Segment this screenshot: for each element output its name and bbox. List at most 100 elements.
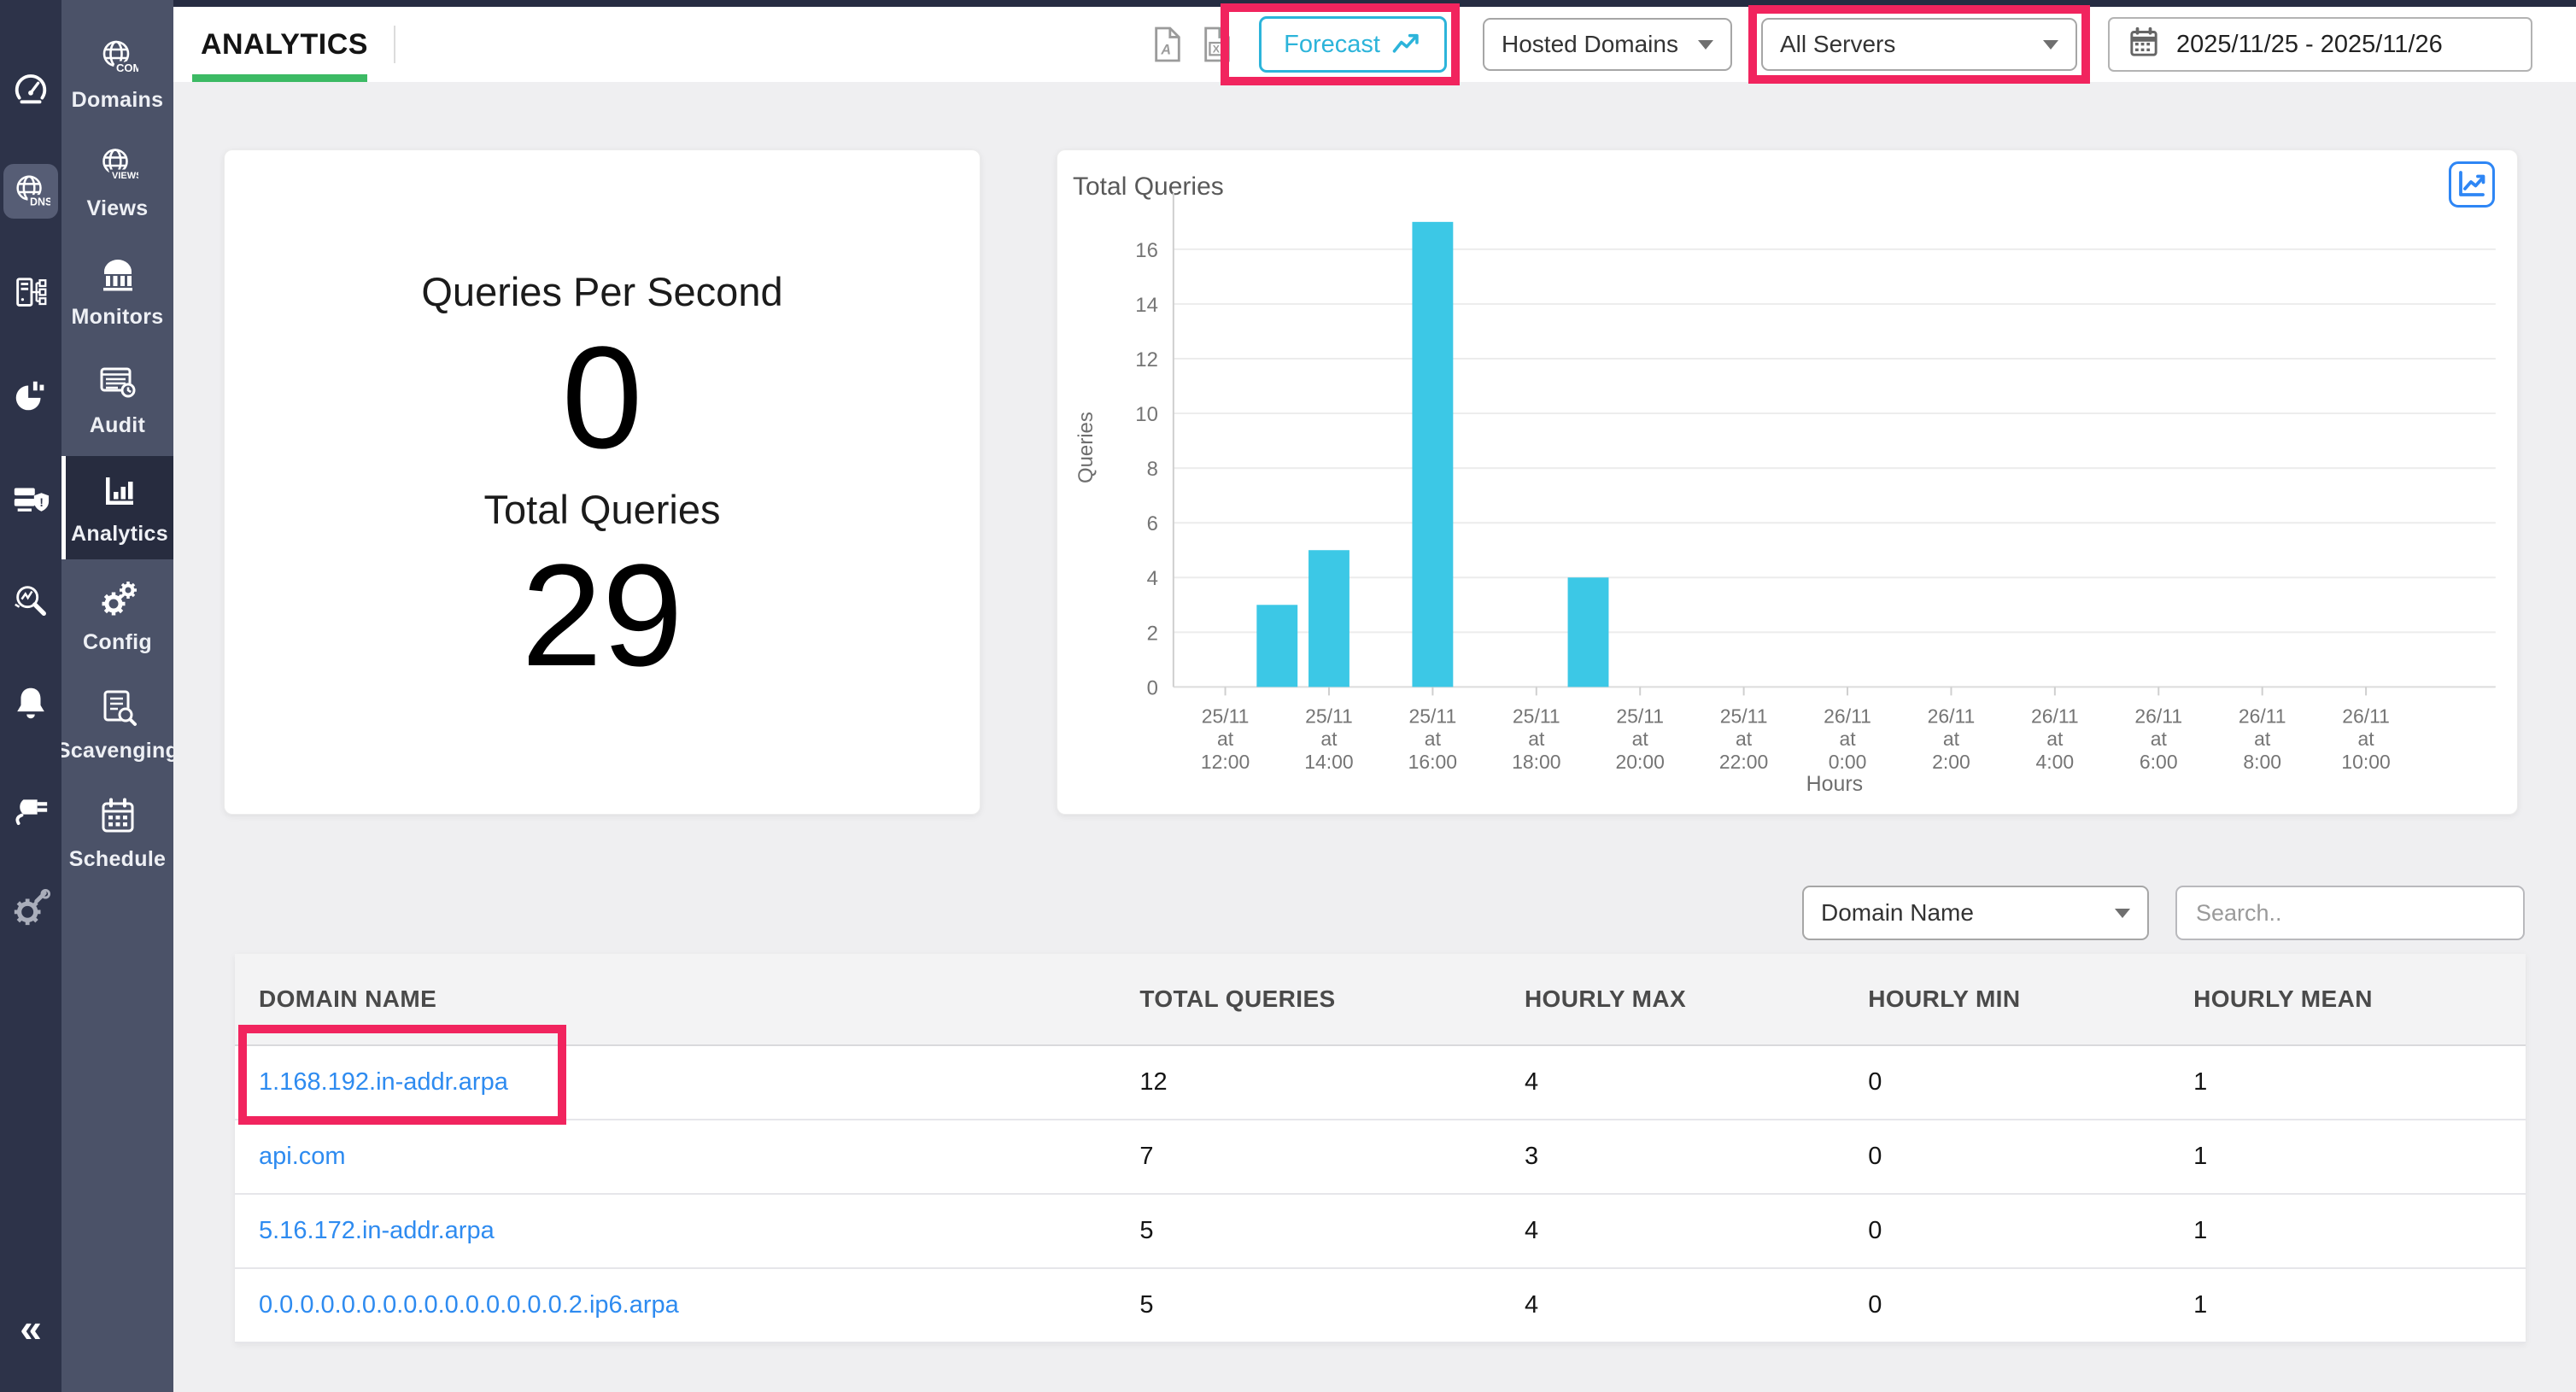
window-top-strip	[173, 0, 2576, 7]
chart-bar	[1308, 550, 1349, 687]
page-header: ANALYTICS A X Forecast Hosted Domains Al…	[173, 3, 2576, 85]
chart-type-toggle-button[interactable]	[2449, 161, 2495, 208]
y-axis-title: Queries	[1074, 412, 1098, 483]
export-excel-icon[interactable]: X	[1201, 25, 1233, 64]
value-cell: 4	[1524, 1068, 1539, 1096]
forecast-label: Forecast	[1284, 30, 1380, 58]
queries-bar-chart: 0 2 4 6 8 10 12 14 16 25/11 at 12:00 25/11 at 14:00 25/…	[1074, 192, 2496, 796]
svg-text:A: A	[1161, 42, 1172, 57]
svg-text:VIEWS: VIEWS	[112, 171, 138, 181]
y-tick-label: 14	[1135, 294, 1158, 317]
domain-cell: 0.0.0.0.0.0.0.0.0.0.0.0.0.0.0.2.ip6.arpa	[235, 1291, 1139, 1319]
filter-column-select[interactable]: Domain Name	[1802, 886, 2149, 940]
date-range-picker[interactable]: 2025/11/25 - 2025/11/26	[2108, 17, 2532, 72]
page-title: ANALYTICS	[201, 27, 368, 61]
sidebar-item-analytics[interactable]: Analytics	[61, 456, 173, 559]
x-tick-label: 25/11 at 22:00	[1719, 705, 1768, 773]
sidebar-item-views[interactable]: VIEWS Views	[61, 131, 173, 234]
sidebar-item-label: Schedule	[68, 847, 167, 871]
export-pdf-icon[interactable]: A	[1151, 25, 1184, 64]
domain-link[interactable]: 1.168.192.in-addr.arpa	[259, 1068, 508, 1096]
icon-rail: DNS! «	[0, 0, 61, 1392]
table-header-row: DOMAIN NAME TOTAL QUERIES HOURLY MAX HOURLY…	[235, 954, 2526, 1046]
chevron-down-icon	[2043, 39, 2058, 50]
value-cell: 4	[1524, 1217, 1539, 1244]
qps-value: 0	[561, 317, 643, 479]
x-tick-label: 25/11 at 16:00	[1408, 705, 1457, 773]
rail-item-search-monitor[interactable]	[0, 574, 61, 629]
x-tick-label: 25/11 at 14:00	[1304, 705, 1353, 773]
sidebar-item-domains[interactable]: COM Domains	[61, 22, 173, 126]
sidebar-item-scavenging[interactable]: Scavenging	[56, 673, 179, 776]
schedule-calendar-icon	[97, 796, 138, 841]
servers-annotation-wrap: All Servers	[1748, 5, 2090, 84]
x-tick-label: 26/11 at 4:00	[2031, 705, 2079, 773]
y-tick-label: 8	[1147, 458, 1158, 481]
all-servers-select[interactable]: All Servers	[1761, 18, 2077, 71]
icon-rail-items: DNS!	[0, 61, 61, 984]
svg-text:!: !	[39, 496, 43, 509]
y-tick-label: 2	[1147, 622, 1158, 645]
value-cell: 1	[2193, 1143, 2208, 1170]
header-divider	[393, 26, 395, 63]
forecast-button[interactable]: Forecast	[1259, 16, 1447, 73]
column-header-hourly-max: HOURLY MAX	[1524, 986, 1687, 1012]
domains-globe-icon: COM	[97, 37, 144, 82]
views-globe-icon: VIEWS	[97, 145, 144, 190]
sidebar-item-label: Domains	[71, 88, 164, 112]
domain-cell: 5.16.172.in-addr.arpa	[235, 1217, 1139, 1245]
hosted-domains-select[interactable]: Hosted Domains	[1483, 18, 1732, 71]
chart-bar	[1567, 577, 1609, 687]
rail-item-gear-wrench[interactable]	[0, 881, 61, 936]
analytics-bars-icon	[99, 471, 140, 516]
x-tick-label: 26/11 at 10:00	[2341, 705, 2390, 773]
column-header-hourly-min: HOURLY MIN	[1868, 986, 2021, 1012]
chevron-down-icon	[1698, 39, 1713, 50]
sidebar-item-label: Views	[86, 196, 149, 220]
rail-item-bell[interactable]	[0, 676, 61, 731]
rail-item-server-shield[interactable]: !	[0, 471, 61, 526]
sidebar-item-config[interactable]: Config	[61, 564, 173, 668]
table-row: 5.16.172.in-addr.arpa 5 4 0 1	[235, 1195, 2526, 1269]
module-sidebar: COM Domains VIEWS Views Monitors Audit Analyti…	[56, 0, 179, 1392]
svg-text:COM: COM	[116, 61, 138, 74]
rail-item-dns-globe[interactable]: DNS	[0, 164, 61, 219]
domain-link[interactable]: 5.16.172.in-addr.arpa	[259, 1217, 495, 1244]
x-tick-label: 26/11 at 0:00	[1824, 705, 1871, 773]
filter-column-value: Domain Name	[1821, 899, 1974, 926]
column-header-total-queries: TOTAL QUERIES	[1139, 986, 1336, 1012]
domain-cell: api.com	[235, 1143, 1139, 1171]
column-header-hourly-mean: HOURLY MEAN	[2193, 986, 2373, 1012]
x-tick-label: 25/11 at 18:00	[1512, 705, 1560, 773]
rail-item-pie-report[interactable]	[0, 369, 61, 424]
sidebar-item-monitors[interactable]: Monitors	[61, 239, 173, 342]
rail-item-gauge[interactable]	[0, 61, 61, 116]
y-tick-label: 0	[1147, 676, 1158, 699]
sidebar-item-audit[interactable]: Audit	[61, 348, 173, 451]
search-input[interactable]	[2175, 886, 2525, 940]
gear-wrench-icon	[3, 881, 58, 936]
total-queries-label: Total Queries	[483, 486, 721, 532]
domain-link[interactable]: 0.0.0.0.0.0.0.0.0.0.0.0.0.0.0.2.ip6.arpa	[259, 1291, 679, 1319]
column-header-domain-name: DOMAIN NAME	[259, 986, 437, 1012]
tab-analytics[interactable]: ANALYTICS	[192, 7, 368, 82]
rail-item-server-tree[interactable]	[0, 266, 61, 321]
table-row: 0.0.0.0.0.0.0.0.0.0.0.0.0.0.0.2.ip6.arpa…	[235, 1269, 2526, 1343]
rail-item-plug[interactable]	[0, 779, 61, 833]
chevron-down-icon	[2115, 908, 2130, 918]
all-servers-value: All Servers	[1780, 31, 1896, 57]
server-tree-icon	[3, 266, 58, 321]
x-tick-label: 25/11 at 12:00	[1201, 705, 1250, 773]
svg-text:X: X	[1213, 44, 1221, 56]
sidebar-item-schedule[interactable]: Schedule	[61, 781, 173, 885]
value-cell: 0	[1868, 1068, 1882, 1096]
audit-icon	[97, 362, 138, 407]
server-shield-icon: !	[3, 471, 58, 526]
y-tick-label: 10	[1135, 403, 1158, 426]
domains-stats-table: DOMAIN NAME TOTAL QUERIES HOURLY MAX HOURLY…	[235, 954, 2526, 1343]
collapse-sidebar-button[interactable]: «	[20, 1306, 42, 1350]
date-range-value: 2025/11/25 - 2025/11/26	[2176, 30, 2443, 58]
value-cell: 1	[2193, 1291, 2208, 1319]
domain-link[interactable]: api.com	[259, 1143, 346, 1170]
